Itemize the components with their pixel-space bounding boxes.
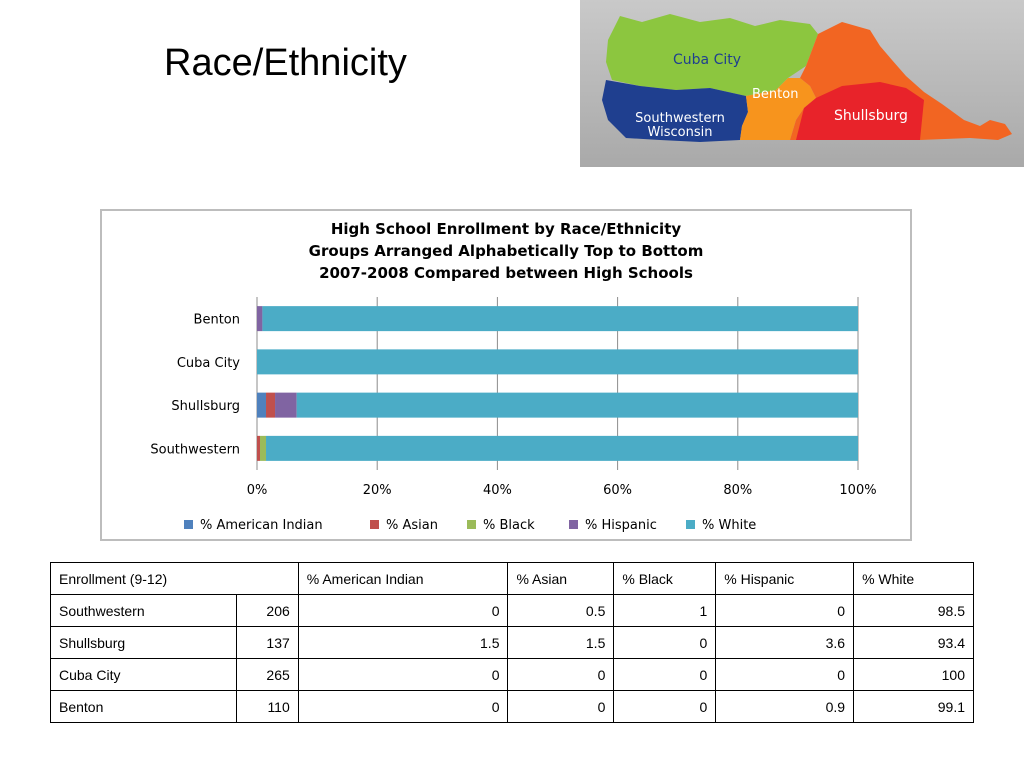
value-cell: 3.6 — [715, 626, 855, 659]
table-header-cell: % American Indian — [297, 562, 509, 595]
bar-segment — [257, 306, 263, 332]
x-tick-label: 0% — [247, 483, 268, 498]
chart-title-line: 2007-2008 Compared between High Schools — [319, 264, 693, 282]
legend-label: % White — [702, 518, 756, 533]
value-cell: 206 — [235, 594, 299, 627]
x-tick-label: 100% — [839, 483, 876, 498]
map-label-shullsburg: Shullsburg — [834, 108, 908, 124]
x-tick-label: 60% — [603, 483, 632, 498]
legend-swatch — [686, 520, 695, 529]
map-graphic: Cuba City Benton Southwestern Wisconsin … — [602, 14, 1012, 142]
school-name-cell: Southwestern — [50, 594, 237, 627]
bar-segment — [275, 392, 297, 418]
value-cell: 1 — [613, 594, 717, 627]
bar-segment — [257, 435, 261, 461]
legend-swatch — [184, 520, 193, 529]
map-label-southwestern: Southwestern — [635, 111, 725, 126]
value-cell: 93.4 — [853, 626, 974, 659]
table-row: Southwestern 206 0 0.5 1 0 98.5 — [50, 594, 974, 627]
value-cell: 265 — [235, 658, 299, 691]
legend-swatch — [370, 520, 379, 529]
table-header-cell: % Black — [613, 562, 717, 595]
chart-frame: High School Enrollment by Race/Ethnicity… — [100, 209, 912, 541]
value-cell: 110 — [235, 690, 299, 723]
value-cell: 0 — [507, 690, 615, 723]
x-tick-label: 80% — [723, 483, 752, 498]
map-label-benton: Benton — [752, 87, 798, 102]
table-header-row: Enrollment (9-12)% American Indian% Asia… — [50, 562, 974, 595]
category-label: Benton — [194, 313, 240, 328]
table-row: Cuba City 265 0 0 0 0 100 — [50, 658, 974, 691]
value-cell: 0 — [297, 690, 509, 723]
table-header-cell: Enrollment (9-12) — [50, 562, 299, 595]
value-cell: 0 — [715, 658, 855, 691]
value-cell: 100 — [853, 658, 974, 691]
bar-segment — [257, 392, 267, 418]
bar-segment — [260, 435, 267, 461]
bar-segment — [257, 349, 858, 375]
legend-swatch — [569, 520, 578, 529]
school-name-cell: Shullsburg — [50, 626, 237, 659]
value-cell: 1.5 — [507, 626, 615, 659]
legend-label: % Black — [483, 518, 535, 533]
table-header-cell: % White — [853, 562, 974, 595]
category-label: Southwestern — [150, 442, 240, 457]
slide-title: Race/Ethnicity — [164, 42, 407, 84]
value-cell: 0 — [613, 690, 717, 723]
chart-title-line: Groups Arranged Alphabetically Top to Bo… — [309, 242, 704, 260]
value-cell: 0 — [613, 658, 717, 691]
enrollment-table: Enrollment (9-12)% American Indian% Asia… — [50, 562, 974, 723]
legend-label: % American Indian — [200, 518, 323, 533]
chart-title-line: High School Enrollment by Race/Ethnicity — [331, 220, 682, 238]
value-cell: 1.5 — [297, 626, 509, 659]
table-header-cell: % Hispanic — [715, 562, 855, 595]
school-name-cell: Benton — [50, 690, 237, 723]
value-cell: 0 — [613, 626, 717, 659]
bar-segment — [262, 306, 858, 332]
value-cell: 98.5 — [853, 594, 974, 627]
value-cell: 99.1 — [853, 690, 974, 723]
value-cell: 0.5 — [507, 594, 615, 627]
map-label-wisconsin: Wisconsin — [648, 125, 713, 140]
bar-segment — [266, 392, 276, 418]
school-name-cell: Cuba City — [50, 658, 237, 691]
x-tick-label: 40% — [483, 483, 512, 498]
map-label-cuba-city: Cuba City — [673, 52, 741, 68]
table-row: Shullsburg 137 1.5 1.5 0 3.6 93.4 — [50, 626, 974, 659]
value-cell: 137 — [235, 626, 299, 659]
bar-segment — [296, 392, 858, 418]
legend-label: % Asian — [386, 518, 438, 533]
category-label: Cuba City — [177, 356, 240, 371]
table-header-cell: % Asian — [507, 562, 615, 595]
value-cell: 0 — [297, 658, 509, 691]
x-tick-label: 20% — [363, 483, 392, 498]
value-cell: 0 — [297, 594, 509, 627]
value-cell: 0 — [715, 594, 855, 627]
map-region-cuba-city — [606, 14, 818, 96]
legend-swatch — [467, 520, 476, 529]
district-map: Cuba City Benton Southwestern Wisconsin … — [580, 0, 1024, 167]
bar-segment — [266, 435, 858, 461]
category-label: Shullsburg — [171, 399, 240, 414]
map-region-southwestern — [602, 80, 748, 142]
stacked-bar-chart: High School Enrollment by Race/Ethnicity… — [150, 220, 876, 533]
map-region-benton — [740, 78, 816, 140]
value-cell: 0.9 — [715, 690, 855, 723]
table-row: Benton 110 0 0 0 0.9 99.1 — [50, 690, 974, 723]
map-region-shullsburg-red — [796, 82, 924, 140]
legend-label: % Hispanic — [585, 518, 657, 533]
value-cell: 0 — [507, 658, 615, 691]
